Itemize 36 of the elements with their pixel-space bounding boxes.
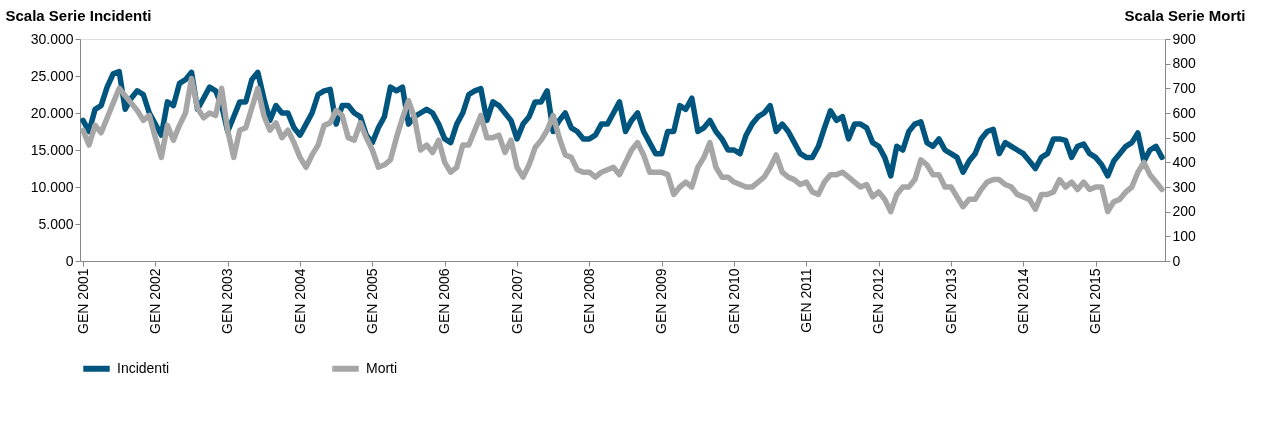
y-tick-label: 10.000 — [30, 178, 74, 195]
y2-tick-label: 700 — [1172, 79, 1197, 96]
x-tick-label: GEN 2015 — [1087, 268, 1104, 334]
x-tick-label: GEN 2004 — [291, 268, 308, 334]
x-tick-label: GEN 2005 — [363, 268, 380, 334]
y2-tick-label: 0 — [1172, 252, 1181, 269]
x-tick-label: GEN 2001 — [74, 268, 91, 334]
x-tick-label: GEN 2006 — [436, 268, 453, 334]
y-tick-label: 20.000 — [30, 104, 74, 121]
y2-tick-label: 900 — [1172, 30, 1197, 47]
y-tick-label: 5.000 — [38, 215, 74, 232]
y2-tick-label: 800 — [1172, 55, 1197, 72]
y-tick-label: 30.000 — [30, 30, 74, 47]
x-tick-label: GEN 2003 — [219, 268, 236, 334]
x-tick-label: GEN 2010 — [725, 268, 742, 334]
x-tick-label: GEN 2011 — [797, 268, 814, 333]
x-tick-label: GEN 2012 — [870, 268, 887, 334]
y2-tick-label: 500 — [1172, 129, 1197, 146]
x-tick-label: GEN 2009 — [653, 268, 670, 334]
x-tick-label: GEN 2002 — [146, 268, 163, 334]
x-tick-label: GEN 2013 — [942, 268, 959, 334]
y2-tick-label: 600 — [1172, 104, 1197, 121]
x-tick-label: GEN 2008 — [580, 268, 597, 334]
legend-label: Morti — [366, 359, 398, 376]
y2-tick-label: 300 — [1172, 178, 1197, 195]
y-tick-label: 0 — [65, 252, 74, 269]
x-tick-label: GEN 2014 — [1014, 268, 1031, 334]
y-axis-title: Scala Serie Incidenti — [5, 6, 152, 24]
y2-tick-label: 400 — [1172, 153, 1197, 170]
legend-label: Incidenti — [117, 359, 170, 376]
y2-axis-title: Scala Serie Morti — [1124, 6, 1246, 24]
y-tick-label: 15.000 — [30, 141, 74, 158]
y2-tick-label: 100 — [1172, 227, 1197, 244]
x-tick-label: GEN 2007 — [508, 268, 525, 334]
y-tick-label: 25.000 — [30, 67, 74, 84]
y2-tick-label: 200 — [1172, 203, 1197, 220]
